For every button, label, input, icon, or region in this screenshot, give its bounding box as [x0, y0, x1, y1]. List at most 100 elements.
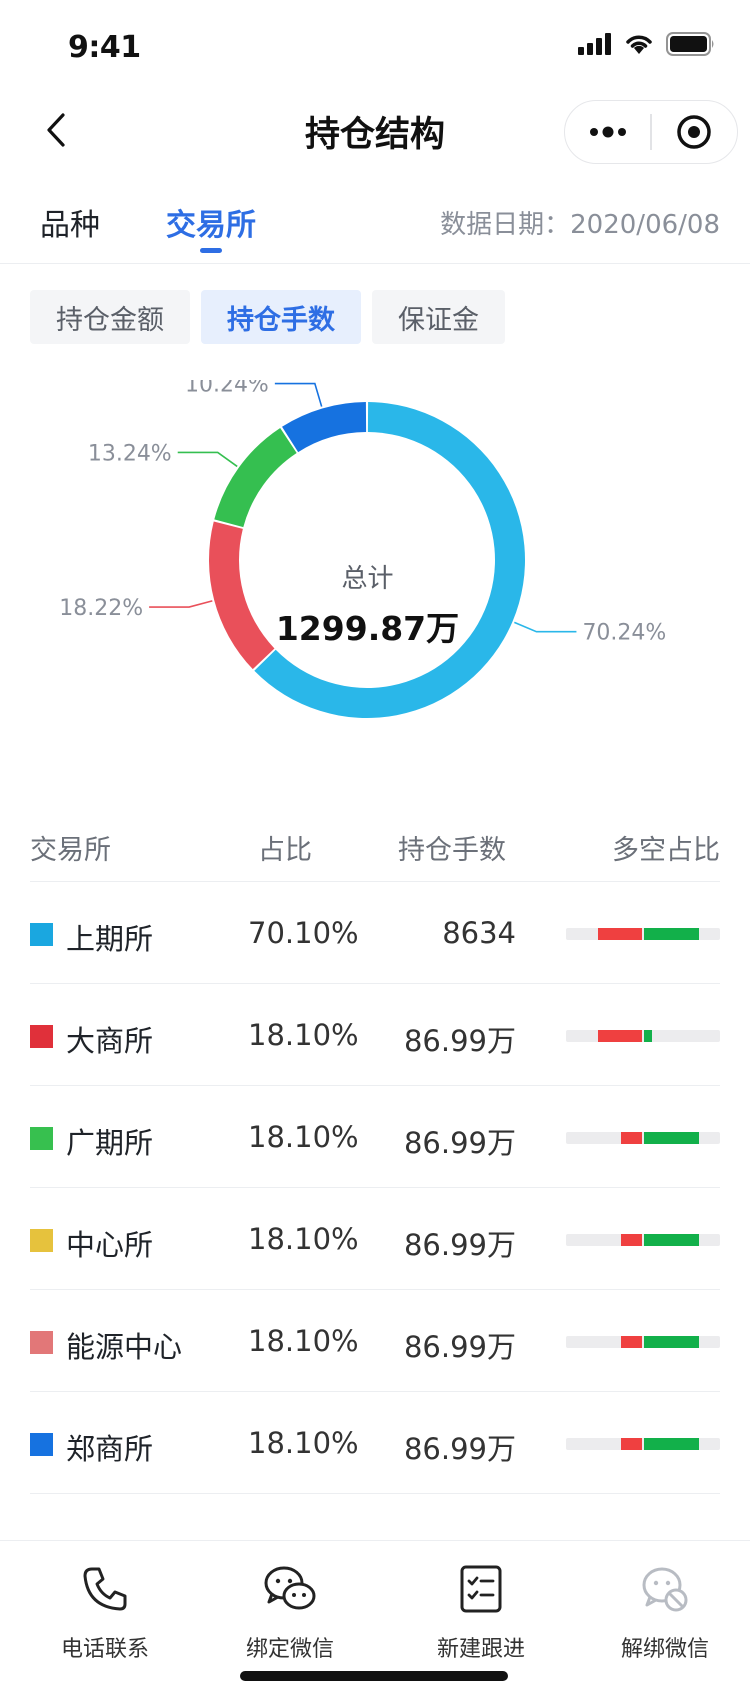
checklist-icon [460, 1565, 502, 1613]
exchange-name: 郑商所 [66, 1432, 154, 1466]
donut-slice [282, 402, 367, 453]
short-portion-bar [598, 928, 642, 940]
home-indicator [240, 1671, 508, 1681]
short-portion-bar [598, 1030, 642, 1042]
exchange-ratio: 18.10% [248, 1324, 359, 1358]
back-button[interactable] [36, 108, 76, 152]
mini-program-capsule [564, 100, 738, 164]
table-row: 郑商所 18.10% 86.99万 [30, 1392, 720, 1494]
phone-contact-label: 电话联系 [60, 1637, 149, 1662]
metric-segmented-control: 持仓金额 持仓手数 保证金 [30, 290, 505, 344]
exchange-lots: 8634 [442, 916, 516, 950]
short-portion-bar [621, 1132, 642, 1144]
table-row: 中心所 18.10% 86.99万 [30, 1188, 720, 1290]
exchange-ratio: 18.10% [248, 1426, 359, 1460]
tab-exchange[interactable]: 交易所 [166, 208, 256, 243]
more-dots-icon [589, 126, 626, 138]
segment-position-amount[interactable]: 持仓金额 [30, 290, 190, 344]
exchange-color-swatch [30, 1229, 53, 1252]
exchange-lots: 86.99万 [403, 1024, 516, 1058]
long-portion-bar [644, 1438, 700, 1450]
short-portion-bar [621, 1438, 642, 1450]
header-long-short: 多空占比 [612, 835, 720, 866]
exchange-color-swatch [30, 1433, 53, 1456]
slice-percent-label: 70.24% [582, 621, 666, 646]
wifi-icon [626, 35, 652, 54]
chevron-left-icon [47, 113, 65, 147]
navigation-bar: 持仓结构 [0, 88, 750, 172]
exchange-ratio: 18.10% [248, 1120, 359, 1154]
capsule-divider [650, 114, 652, 150]
signal-icon [578, 33, 611, 55]
exchange-ratio: 70.10% [248, 916, 359, 950]
page-title: 持仓结构 [304, 115, 445, 155]
table-row: 大商所 18.10% 86.99万 [30, 984, 720, 1086]
header-exchange: 交易所 [30, 835, 111, 866]
chart-center-title: 总计 [341, 564, 394, 594]
segment-position-lots[interactable]: 持仓手数 [201, 290, 361, 344]
slice-percent-label: 13.24% [88, 441, 172, 466]
exchange-color-swatch [30, 1331, 53, 1354]
phone-contact-button[interactable]: 电话联系 [30, 1561, 180, 1663]
long-short-bar [566, 1132, 720, 1144]
bind-wechat-button[interactable]: 绑定微信 [215, 1561, 365, 1663]
tab-bar: 品种 交易所 数据日期：2020/06/08 [0, 186, 750, 264]
donut-chart: 70.24% 18.22% 13.24% 10.24% 总计 1299.87万 [0, 380, 750, 780]
table-body: 上期所 70.10% 8634 大商所 18.10% 86.99万 广期所 18.10% 86.… [30, 882, 720, 1494]
donut-slice [214, 427, 297, 528]
table-row: 广期所 18.10% 86.99万 [30, 1086, 720, 1188]
exchange-color-swatch [30, 923, 53, 946]
table-header: 交易所 占比 持仓手数 多空占比 [30, 810, 720, 882]
tab-variety[interactable]: 品种 [40, 208, 100, 243]
status-time: 9:41 [68, 30, 141, 65]
table-row: 上期所 70.10% 8634 [30, 882, 720, 984]
exchange-lots: 86.99万 [403, 1126, 516, 1160]
table-row: 能源中心 18.10% 86.99万 [30, 1290, 720, 1392]
new-follow-up-label: 新建跟进 [436, 1637, 525, 1662]
long-portion-bar [644, 1336, 700, 1348]
donut-slice [208, 521, 275, 670]
long-short-bar [566, 1438, 720, 1450]
exchange-ratio: 18.10% [248, 1222, 359, 1256]
bottom-action-bar: 电话联系 绑定微信 新建跟进 [0, 1540, 750, 1702]
long-portion-bar [644, 1132, 700, 1144]
short-portion-bar [621, 1336, 642, 1348]
segment-margin[interactable]: 保证金 [372, 290, 505, 344]
long-portion-bar [644, 928, 700, 940]
exchange-name: 能源中心 [66, 1330, 183, 1364]
slice-leader-line [149, 600, 213, 608]
chart-center-value: 1299.87万 [275, 609, 460, 648]
more-button[interactable] [565, 102, 650, 162]
close-mini-program-button[interactable] [652, 102, 737, 162]
exchange-name: 广期所 [66, 1126, 154, 1160]
status-bar: 9:41 [0, 0, 750, 88]
long-portion-bar [644, 1030, 652, 1042]
header-ratio: 占比 [258, 835, 312, 866]
long-portion-bar [644, 1234, 700, 1246]
long-short-bar [566, 1336, 720, 1348]
short-portion-bar [621, 1234, 642, 1246]
exchange-ratio: 18.10% [248, 1018, 359, 1052]
phone-icon [83, 1567, 127, 1611]
donut-slice [254, 402, 526, 718]
tab-active-indicator [200, 248, 222, 253]
new-follow-up-button[interactable]: 新建跟进 [406, 1561, 556, 1663]
exchange-lots: 86.99万 [403, 1330, 516, 1364]
donut-chart-svg: 70.24% 18.22% 13.24% 10.24% [59, 380, 666, 718]
exchange-name: 上期所 [66, 922, 154, 956]
exchange-color-swatch [30, 1127, 53, 1150]
wechat-unbind-icon [642, 1567, 688, 1612]
long-short-bar [566, 1234, 720, 1246]
exchange-lots: 86.99万 [403, 1228, 516, 1262]
battery-icon [666, 32, 714, 56]
long-short-bar [566, 928, 720, 940]
unbind-wechat-label: 解绑微信 [620, 1637, 709, 1662]
exchange-name: 大商所 [66, 1024, 154, 1058]
unbind-wechat-button[interactable]: 解绑微信 [590, 1561, 740, 1663]
wechat-icon [264, 1566, 316, 1610]
slice-percent-label: 18.22% [59, 596, 143, 621]
target-icon [677, 115, 712, 149]
status-icons [578, 32, 716, 56]
header-lots: 持仓手数 [398, 835, 506, 866]
slice-leader-line [514, 621, 577, 633]
